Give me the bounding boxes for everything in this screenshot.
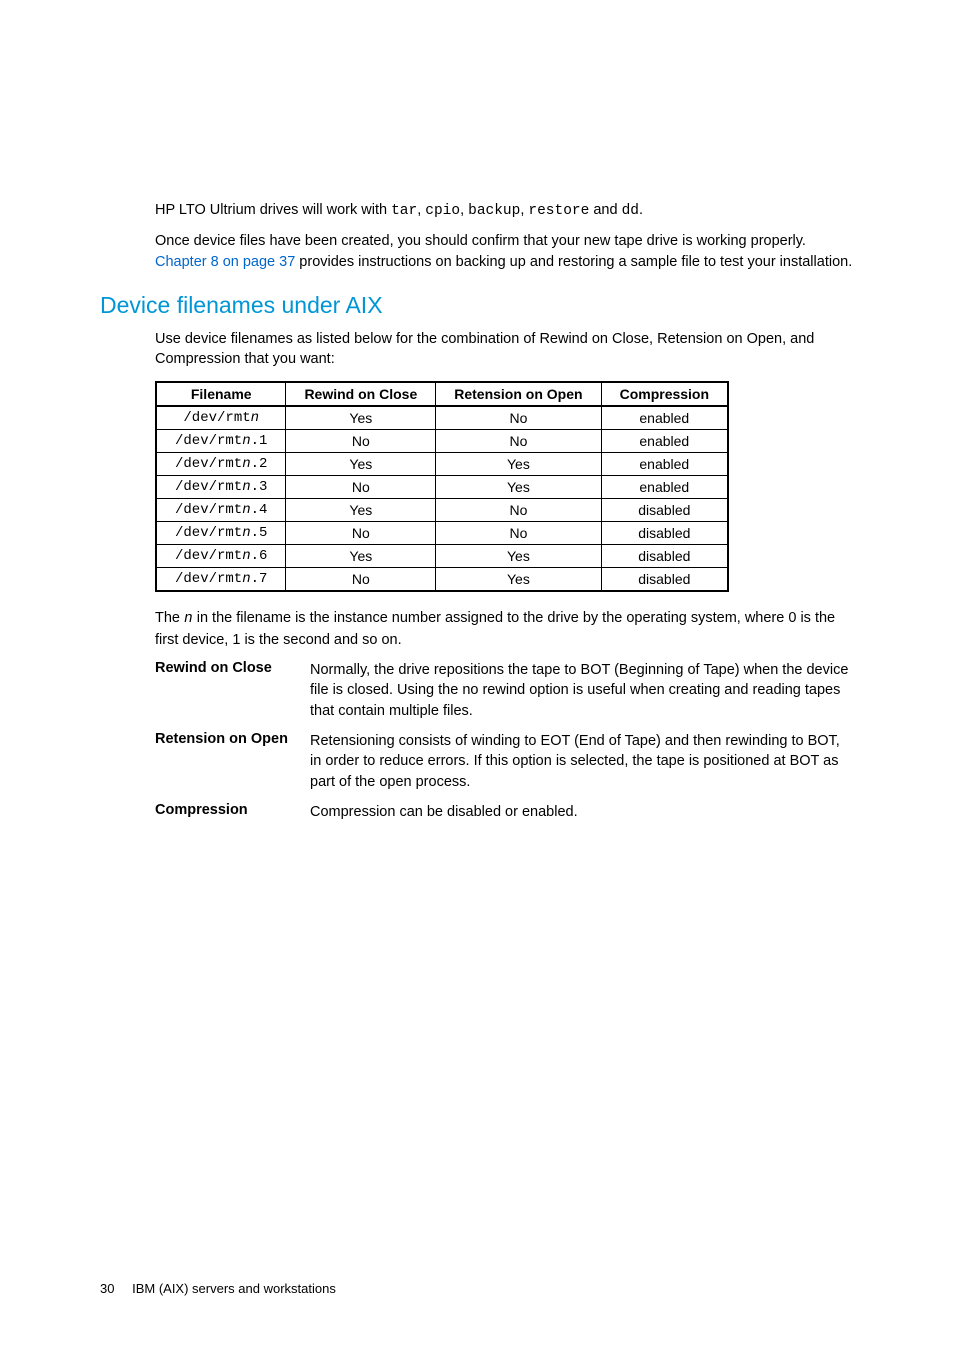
cell-filename: /dev/rmtn.5 bbox=[156, 522, 286, 545]
cell-filename: /dev/rmtn.3 bbox=[156, 476, 286, 499]
cell-comp: disabled bbox=[601, 568, 728, 592]
code-restore: restore bbox=[528, 203, 589, 219]
def-desc: Retensioning consists of winding to EOT … bbox=[310, 731, 854, 792]
cell-reten: Yes bbox=[436, 568, 601, 592]
cell-rewind: No bbox=[286, 522, 436, 545]
cell-reten: No bbox=[436, 406, 601, 430]
cell-comp: disabled bbox=[601, 545, 728, 568]
cell-rewind: Yes bbox=[286, 499, 436, 522]
cell-comp: disabled bbox=[601, 499, 728, 522]
cell-reten: No bbox=[436, 430, 601, 453]
intro-para-2: Once device files have been created, you… bbox=[155, 231, 854, 272]
cell-reten: No bbox=[436, 522, 601, 545]
def-term: Rewind on Close bbox=[155, 660, 310, 721]
device-table: Filename Rewind on Close Retension on Op… bbox=[155, 381, 729, 592]
intro-text-1: HP LTO Ultrium drives will work with bbox=[155, 202, 391, 218]
cell-rewind: Yes bbox=[286, 453, 436, 476]
table-row: /dev/rmtn.6YesYesdisabled bbox=[156, 545, 728, 568]
section-intro: Use device filenames as listed below for… bbox=[155, 329, 854, 370]
intro-end: . bbox=[639, 202, 643, 218]
cell-comp: enabled bbox=[601, 476, 728, 499]
page-number: 30 bbox=[100, 1281, 114, 1296]
table-row: /dev/rmtn.7NoYesdisabled bbox=[156, 568, 728, 592]
th-filename: Filename bbox=[156, 382, 286, 406]
th-comp: Compression bbox=[601, 382, 728, 406]
cell-comp: enabled bbox=[601, 430, 728, 453]
cell-filename: /dev/rmtn.2 bbox=[156, 453, 286, 476]
def-term: Compression bbox=[155, 802, 310, 822]
after-n: n bbox=[184, 611, 193, 627]
cell-filename: /dev/rmtn.1 bbox=[156, 430, 286, 453]
def-desc: Compression can be disabled or enabled. bbox=[310, 802, 854, 822]
code-cpio: cpio bbox=[425, 203, 460, 219]
after-pre: The bbox=[155, 610, 184, 626]
table-row: /dev/rmtn.3NoYesenabled bbox=[156, 476, 728, 499]
after-post: in the filename is the instance number a… bbox=[155, 610, 835, 647]
cell-filename: /dev/rmtn.7 bbox=[156, 568, 286, 592]
intro-text-2: Once device files have been created, you… bbox=[155, 233, 806, 249]
intro-text-3: provides instructions on backing up and … bbox=[295, 254, 852, 270]
cell-rewind: No bbox=[286, 476, 436, 499]
table-row: /dev/rmtnYesNoenabled bbox=[156, 406, 728, 430]
cell-reten: No bbox=[436, 499, 601, 522]
cell-reten: Yes bbox=[436, 545, 601, 568]
after-table-para: The n in the filename is the instance nu… bbox=[155, 608, 854, 650]
table-row: /dev/rmtn.5NoNodisabled bbox=[156, 522, 728, 545]
cell-filename: /dev/rmtn.6 bbox=[156, 545, 286, 568]
def-term: Retension on Open bbox=[155, 731, 310, 792]
th-rewind: Rewind on Close bbox=[286, 382, 436, 406]
table-header-row: Filename Rewind on Close Retension on Op… bbox=[156, 382, 728, 406]
table-row: /dev/rmtn.4YesNodisabled bbox=[156, 499, 728, 522]
code-tar: tar bbox=[391, 203, 417, 219]
definition-list: Rewind on CloseNormally, the drive repos… bbox=[155, 660, 854, 822]
cell-comp: enabled bbox=[601, 453, 728, 476]
footer-title: IBM (AIX) servers and workstations bbox=[132, 1281, 336, 1296]
chapter-link[interactable]: Chapter 8 on page 37 bbox=[155, 254, 295, 270]
page-footer: 30 IBM (AIX) servers and workstations bbox=[100, 1281, 336, 1296]
code-dd: dd bbox=[622, 203, 639, 219]
cell-comp: enabled bbox=[601, 406, 728, 430]
section-heading: Device filenames under AIX bbox=[100, 292, 854, 319]
table-row: /dev/rmtn.1NoNoenabled bbox=[156, 430, 728, 453]
cell-filename: /dev/rmtn bbox=[156, 406, 286, 430]
cell-rewind: Yes bbox=[286, 406, 436, 430]
cell-rewind: No bbox=[286, 568, 436, 592]
cell-comp: disabled bbox=[601, 522, 728, 545]
def-row: Retension on OpenRetensioning consists o… bbox=[155, 731, 854, 792]
cell-reten: Yes bbox=[436, 476, 601, 499]
def-desc: Normally, the drive repositions the tape… bbox=[310, 660, 854, 721]
cell-rewind: No bbox=[286, 430, 436, 453]
def-row: CompressionCompression can be disabled o… bbox=[155, 802, 854, 822]
intro-para-1: HP LTO Ultrium drives will work with tar… bbox=[155, 200, 854, 221]
table-row: /dev/rmtn.2YesYesenabled bbox=[156, 453, 728, 476]
th-reten: Retension on Open bbox=[436, 382, 601, 406]
cell-rewind: Yes bbox=[286, 545, 436, 568]
intro-conj: and bbox=[589, 202, 621, 218]
cell-filename: /dev/rmtn.4 bbox=[156, 499, 286, 522]
code-backup: backup bbox=[468, 203, 520, 219]
def-row: Rewind on CloseNormally, the drive repos… bbox=[155, 660, 854, 721]
cell-reten: Yes bbox=[436, 453, 601, 476]
